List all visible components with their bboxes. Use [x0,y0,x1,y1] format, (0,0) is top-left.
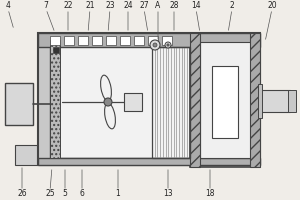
Bar [124,93,142,111]
Text: 22: 22 [63,1,73,10]
Text: 14: 14 [191,1,201,10]
Circle shape [104,98,112,106]
Circle shape [153,43,157,47]
Bar [92,36,102,45]
Bar [50,40,190,158]
Bar [288,90,296,112]
Circle shape [150,40,160,50]
Bar [38,33,260,165]
Text: 24: 24 [123,1,133,10]
Bar [15,145,37,165]
Text: 7: 7 [44,1,48,10]
Bar [260,90,290,112]
Text: 6: 6 [80,190,84,198]
Bar [50,36,60,45]
Bar [152,47,190,158]
Text: 2: 2 [230,1,234,10]
Bar [5,83,33,125]
Text: 13: 13 [163,190,173,198]
Bar [258,84,262,118]
Text: 4: 4 [6,1,10,10]
Text: 5: 5 [63,190,68,198]
Circle shape [165,42,171,48]
Text: 27: 27 [139,1,149,10]
Bar [190,33,200,167]
Bar [190,33,260,167]
Text: 25: 25 [45,190,55,198]
Text: 23: 23 [105,1,115,10]
Bar [200,42,252,158]
Text: 18: 18 [205,190,215,198]
Bar [78,36,88,45]
Text: 1: 1 [116,190,120,198]
Bar [38,158,260,165]
Bar [212,66,238,138]
Bar [120,36,130,45]
Bar [53,47,59,53]
Text: 21: 21 [85,1,95,10]
Bar [106,36,116,45]
Text: A: A [155,1,160,10]
Bar [148,36,158,45]
Bar [134,36,144,45]
Bar [64,36,74,45]
Text: 26: 26 [17,190,27,198]
Text: 28: 28 [169,1,179,10]
Circle shape [167,44,169,46]
Bar [162,36,172,45]
Text: 20: 20 [267,1,277,10]
Bar [250,33,260,167]
Bar [38,33,260,47]
Bar [50,40,60,158]
